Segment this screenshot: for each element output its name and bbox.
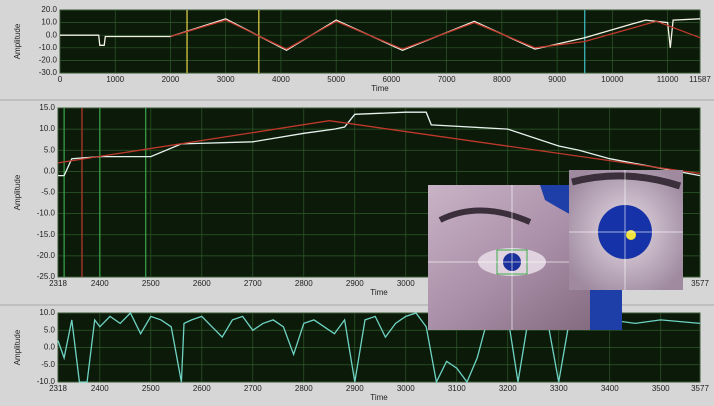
x-axis-label: Time xyxy=(370,393,388,402)
y-tick-label: -10.0 xyxy=(37,209,56,218)
x-tick-label: 3400 xyxy=(601,384,619,393)
x-tick-label: 0 xyxy=(58,75,63,84)
x-tick-label: 2700 xyxy=(244,279,262,288)
x-tick-label: 2800 xyxy=(295,384,313,393)
x-tick-label: 3100 xyxy=(448,384,466,393)
x-tick-label: 2900 xyxy=(346,384,364,393)
y-tick-label: -20.0 xyxy=(37,251,56,260)
x-tick-label: 3200 xyxy=(499,384,517,393)
y-tick-label: -5.0 xyxy=(41,188,55,197)
y-axis-label: Amplitude xyxy=(13,329,22,365)
x-tick-label: 3300 xyxy=(550,384,568,393)
y-tick-label: 10.0 xyxy=(41,18,57,27)
x-tick-label: 7000 xyxy=(438,75,456,84)
x-tick-label: 11587 xyxy=(689,75,711,84)
x-tick-label: 4000 xyxy=(272,75,290,84)
x-tick-label: 10000 xyxy=(601,75,624,84)
y-tick-label: -30.0 xyxy=(39,68,58,77)
x-tick-label: 6000 xyxy=(383,75,401,84)
y-tick-label: 10.0 xyxy=(39,308,55,317)
y-axis-label: Amplitude xyxy=(13,23,22,59)
x-axis-label: Time xyxy=(370,288,388,297)
x-tick-label: 11000 xyxy=(657,75,679,84)
y-tick-label: -10.0 xyxy=(39,43,58,52)
x-tick-label: 9000 xyxy=(548,75,566,84)
x-tick-label: 2000 xyxy=(162,75,180,84)
y-tick-label: 0.0 xyxy=(44,343,56,352)
x-tick-label: 2400 xyxy=(91,384,109,393)
x-tick-label: 2400 xyxy=(91,279,109,288)
x-axis-label: Time xyxy=(371,84,389,93)
x-tick-label: 3500 xyxy=(652,384,670,393)
x-tick-label: 2318 xyxy=(49,279,67,288)
y-tick-label: -5.0 xyxy=(41,360,55,369)
x-tick-label: 2500 xyxy=(142,279,160,288)
y-tick-label: 20.0 xyxy=(41,5,57,14)
x-tick-label: 5000 xyxy=(327,75,345,84)
y-axis-label: Amplitude xyxy=(13,174,22,210)
x-tick-label: 2700 xyxy=(244,384,262,393)
x-tick-label: 2800 xyxy=(295,279,313,288)
x-tick-label: 3577 xyxy=(691,279,709,288)
y-tick-label: -20.0 xyxy=(39,56,58,65)
x-tick-label: 2500 xyxy=(142,384,160,393)
y-tick-label: 0.0 xyxy=(46,30,58,39)
x-tick-label: 3000 xyxy=(217,75,235,84)
y-tick-label: 10.0 xyxy=(39,124,55,133)
y-tick-label: 0.0 xyxy=(44,166,56,175)
x-tick-label: 3000 xyxy=(397,279,415,288)
x-tick-label: 8000 xyxy=(493,75,511,84)
x-tick-label: 3577 xyxy=(691,384,709,393)
screen: 20.0 10.0 0.0 -10.0 -20.0 -30.00 1000 2000 3000 4… xyxy=(0,0,714,406)
y-tick-label: -15.0 xyxy=(37,230,56,239)
x-tick-label: 2318 xyxy=(49,384,67,393)
background-patch xyxy=(590,290,622,330)
x-tick-label: 2600 xyxy=(193,279,211,288)
y-tick-label: 15.0 xyxy=(39,103,55,112)
x-tick-label: 2600 xyxy=(193,384,211,393)
plot-area xyxy=(60,10,700,73)
y-tick-label: 5.0 xyxy=(44,145,56,154)
y-tick-label: 5.0 xyxy=(44,325,56,334)
x-tick-label: 2900 xyxy=(346,279,364,288)
x-tick-label: 3000 xyxy=(397,384,415,393)
x-tick-label: 1000 xyxy=(106,75,124,84)
